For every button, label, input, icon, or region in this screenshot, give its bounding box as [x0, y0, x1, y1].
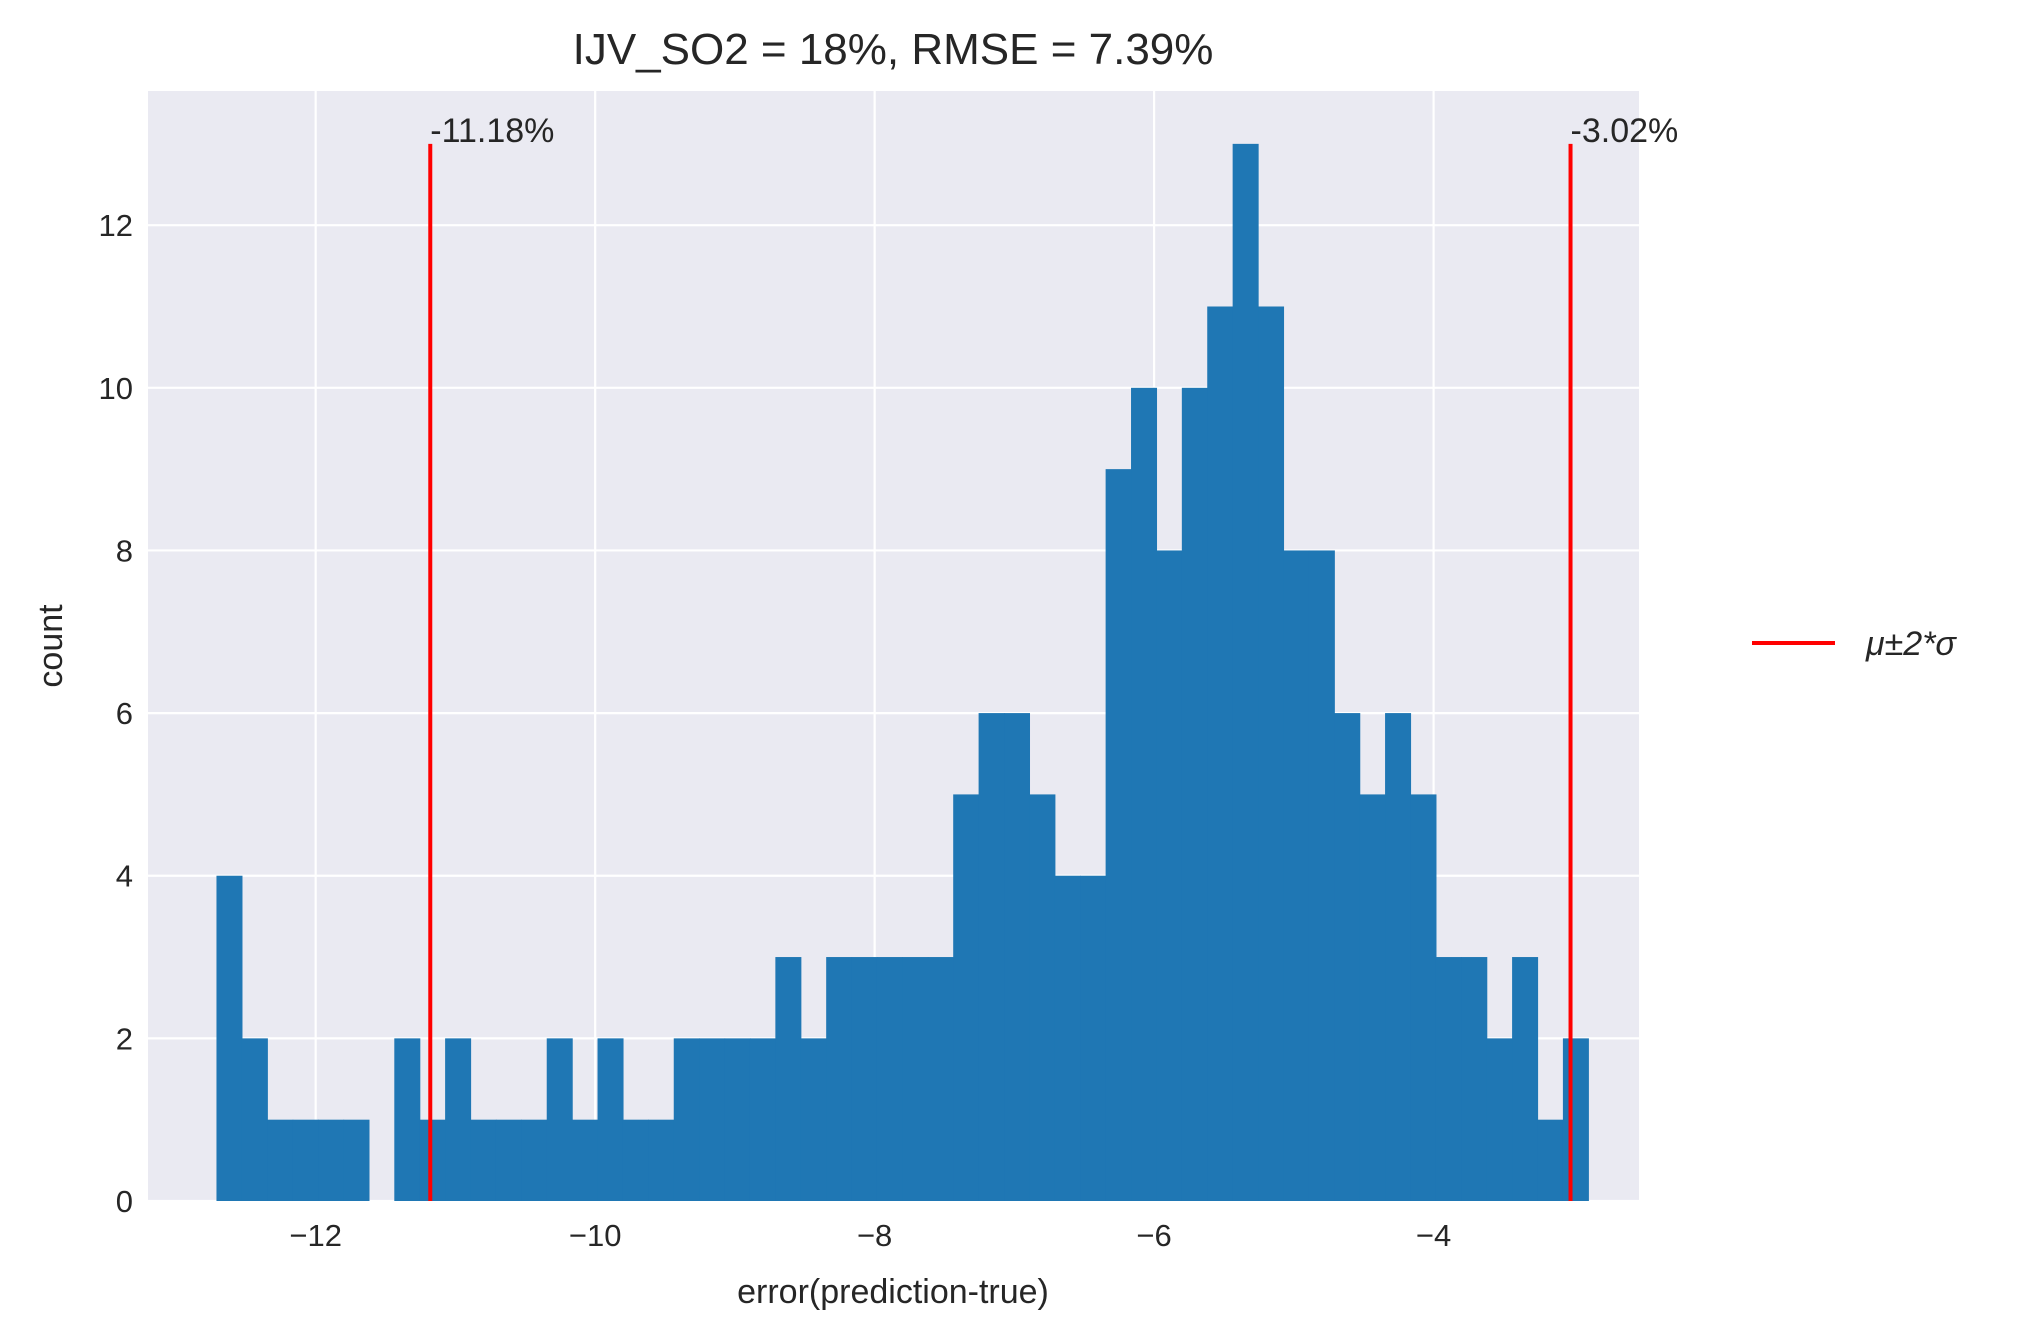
- histogram-bar: [1258, 306, 1285, 1201]
- y-tick-label: 10: [99, 371, 133, 406]
- histogram-bar: [1080, 875, 1107, 1201]
- histogram-bar: [1334, 713, 1361, 1201]
- y-tick-label: 4: [116, 859, 133, 894]
- reference-line-label: -11.18%: [430, 112, 554, 150]
- histogram-bar: [775, 957, 802, 1201]
- y-tick-label: 2: [116, 1021, 133, 1056]
- histogram-bar: [1512, 957, 1539, 1201]
- legend: μ±2*σ: [1752, 625, 1957, 663]
- x-tick-label: −10: [569, 1218, 622, 1253]
- histogram-bar: [1283, 550, 1310, 1201]
- histogram-bar: [1486, 1038, 1513, 1201]
- reference-line-label: -3.02%: [1571, 112, 1679, 150]
- histogram-bars: [216, 143, 1589, 1202]
- histogram-bar: [292, 1119, 319, 1201]
- y-axis-label: count: [32, 604, 70, 688]
- histogram-bar: [724, 1038, 751, 1201]
- histogram-bar: [597, 1038, 624, 1201]
- legend-label: μ±2*σ: [1865, 625, 1957, 663]
- histogram-bar: [216, 875, 243, 1201]
- histogram-bar: [445, 1038, 472, 1201]
- histogram-bar: [1308, 550, 1335, 1201]
- y-tick-label: 6: [116, 696, 133, 731]
- y-tick-label: 12: [99, 208, 133, 243]
- histogram-bar: [1461, 957, 1488, 1201]
- histogram-bar: [800, 1038, 827, 1201]
- histogram-bar: [927, 957, 954, 1201]
- histogram-bar: [394, 1038, 421, 1201]
- histogram-bar: [1054, 875, 1081, 1201]
- histogram-bar: [267, 1119, 294, 1201]
- histogram-bar: [1435, 957, 1462, 1201]
- histogram-bar: [622, 1119, 649, 1201]
- histogram-bar: [419, 1119, 446, 1201]
- histogram-bar: [1105, 469, 1132, 1202]
- histogram-bar: [978, 713, 1005, 1201]
- histogram-bar: [1562, 1038, 1589, 1201]
- histogram-bar: [318, 1119, 345, 1201]
- reference-lines: -11.18% -3.02%: [428, 112, 1679, 1201]
- chart-title: IJV_SO2 = 18%, RMSE = 7.39%: [573, 25, 1214, 74]
- histogram-bar: [1156, 550, 1183, 1201]
- histogram-bar: [1359, 794, 1386, 1201]
- histogram-bar: [953, 794, 980, 1201]
- y-axis-ticks: 0 2 4 6 8 10 12: [99, 208, 133, 1219]
- histogram-bar: [1232, 143, 1259, 1201]
- x-axis-ticks: −12 −10 −8 −6 −4: [289, 1218, 1451, 1253]
- histogram-bar: [648, 1119, 675, 1201]
- x-tick-label: −6: [1136, 1218, 1171, 1253]
- histogram-bar: [343, 1119, 370, 1201]
- grid-lines: [148, 91, 1639, 1203]
- y-tick-label: 8: [116, 533, 133, 568]
- histogram-bar: [470, 1119, 497, 1201]
- histogram-bar: [241, 1038, 268, 1201]
- histogram-bar: [826, 957, 853, 1201]
- histogram-bar: [1004, 713, 1031, 1201]
- histogram-bar: [749, 1038, 776, 1201]
- histogram-bar: [1207, 306, 1234, 1201]
- x-tick-label: −8: [857, 1218, 892, 1253]
- histogram-bar: [1029, 794, 1056, 1201]
- histogram-bar: [1385, 713, 1412, 1201]
- histogram-bar: [1131, 387, 1158, 1201]
- histogram-bar: [572, 1119, 599, 1201]
- histogram-bar: [1410, 794, 1437, 1201]
- histogram-bar: [851, 957, 878, 1201]
- histogram-bar: [521, 1119, 548, 1201]
- histogram-bar: [1537, 1119, 1564, 1201]
- histogram-bar: [1181, 387, 1208, 1201]
- histogram-bar: [699, 1038, 726, 1201]
- histogram-bar: [673, 1038, 700, 1201]
- histogram-bar: [876, 957, 903, 1201]
- histogram-bar: [902, 957, 929, 1201]
- histogram-bar: [495, 1119, 522, 1201]
- y-tick-label: 0: [116, 1184, 133, 1219]
- x-tick-label: −4: [1416, 1218, 1451, 1253]
- histogram-bar: [546, 1038, 573, 1201]
- x-axis-label: error(prediction-true): [737, 1273, 1049, 1311]
- x-tick-label: −12: [289, 1218, 342, 1253]
